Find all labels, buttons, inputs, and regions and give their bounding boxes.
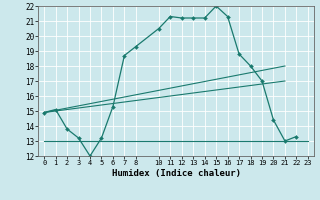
X-axis label: Humidex (Indice chaleur): Humidex (Indice chaleur) (111, 169, 241, 178)
